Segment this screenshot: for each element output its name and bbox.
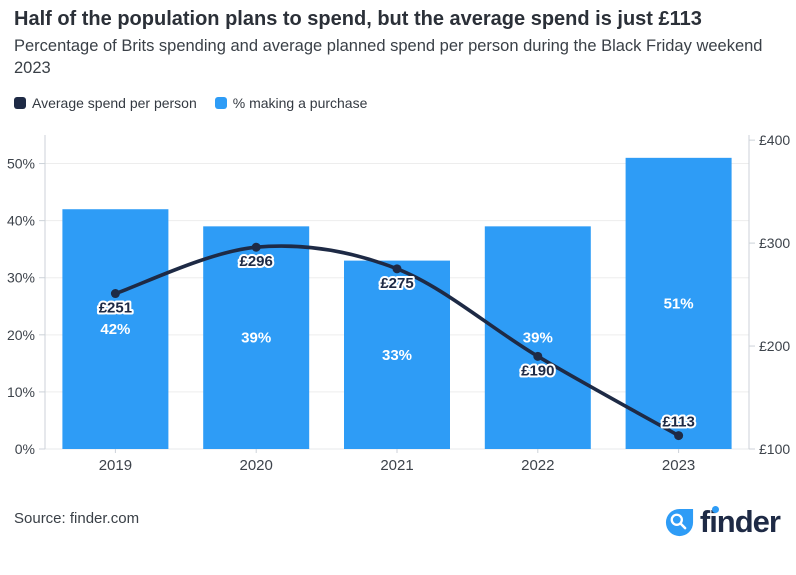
x-axis-label-2020: 2020 [240,457,273,474]
finder-logo-i-dot [711,506,719,513]
x-axis-label-2021: 2021 [380,457,413,474]
x-axis-label-2019: 2019 [99,457,132,474]
bar-2022[interactable] [484,226,591,449]
line-point-2019[interactable] [110,289,120,299]
right-axis-label: £400 [759,132,790,148]
bar-value-label: 51% [664,295,694,312]
legend-item-purchase-pct[interactable]: % making a purchase [214,95,368,111]
bar-2023[interactable] [625,157,732,449]
line-point-2023[interactable] [674,431,684,441]
left-axis-label: 0% [15,441,35,457]
legend-item-average-spend[interactable]: Average spend per person [14,95,197,111]
right-axis-label: £300 [759,235,790,251]
chart-title: Half of the population plans to spend, b… [14,8,702,30]
right-axis-label: £200 [759,338,790,354]
line-value-label: £296 [240,253,273,270]
line-value-label: £190 [521,362,554,379]
left-axis-label: 30% [7,270,35,286]
bar-value-label: 33% [382,347,412,364]
legend-label: Average spend per person [32,95,197,111]
line-value-label: £275 [380,275,413,292]
chart-subtitle: Percentage of Brits spending and average… [14,37,763,77]
right-axis-label: £100 [759,441,790,457]
bar-2021[interactable] [344,260,450,449]
line-value-label: £113 [662,414,695,431]
bar-value-label: 39% [241,330,271,347]
line-value-label: £251 [99,300,132,317]
left-axis-label: 50% [7,156,35,172]
x-axis-label-2022: 2022 [521,457,554,474]
legend-swatch-blue [214,97,227,109]
left-axis-label: 10% [7,384,35,400]
line-point-2021[interactable] [392,264,402,274]
left-axis-label: 20% [7,327,35,343]
finder-logo[interactable]: finder [664,503,781,541]
finder-magnifier-icon [664,507,695,538]
legend-label: % making a purchase [232,95,368,111]
legend-swatch-navy [14,97,26,109]
bar-2019[interactable] [62,209,169,449]
left-axis-label: 40% [7,213,35,229]
bar-value-label: 42% [100,321,130,338]
line-point-2022[interactable] [533,351,543,361]
bar-2020[interactable] [203,226,310,449]
x-axis-label-2023: 2023 [662,457,695,474]
bar-value-label: 39% [523,330,553,347]
chart-header: Half of the population plans to spend, b… [14,6,786,80]
combo-chart: 0% 10% 20% 30% 40% 50% £100 £200 £300 £400 42% 39% 3… [7,132,790,474]
source-text: Source: finder.com [14,510,140,527]
chart-legend: Average spend per person % making a purc… [14,95,367,111]
line-point-2020[interactable] [251,242,261,252]
